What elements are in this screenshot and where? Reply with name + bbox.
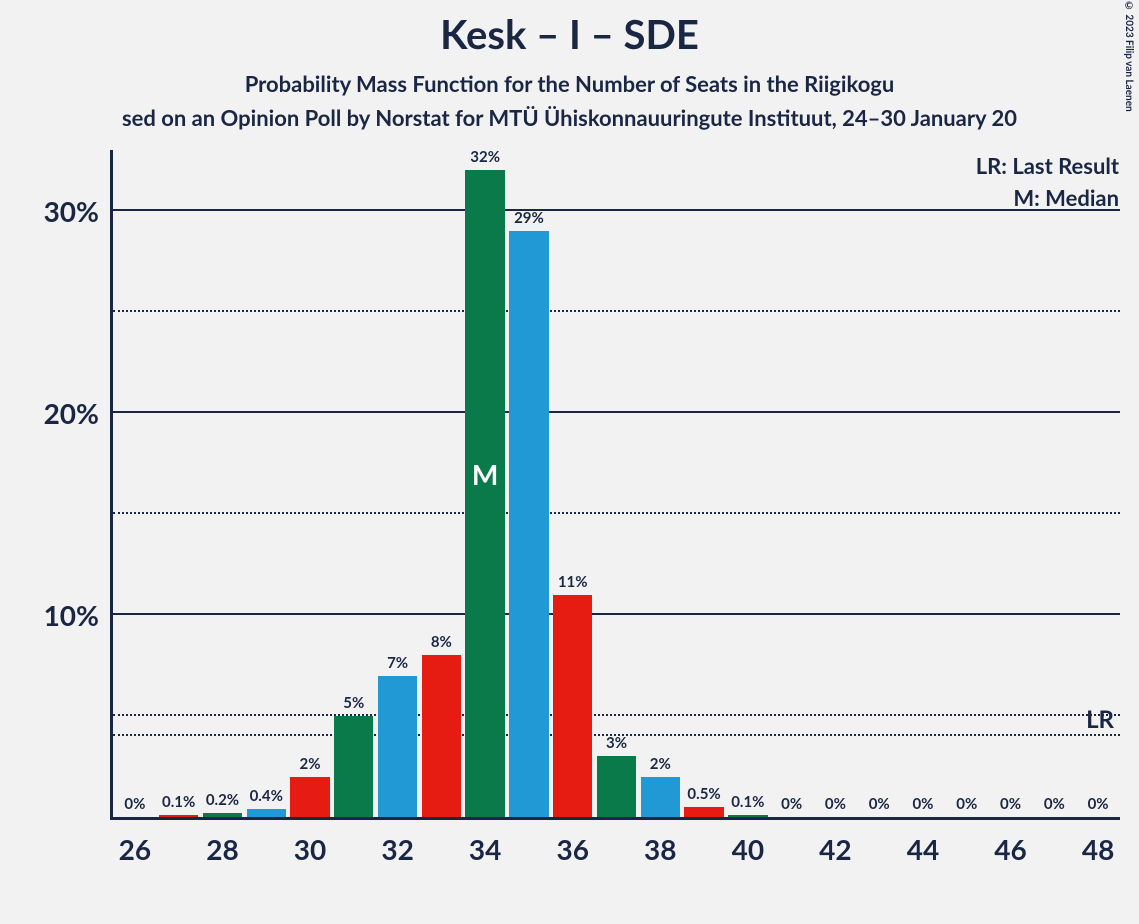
bar (509, 231, 548, 817)
x-axis-line (110, 817, 1120, 820)
bar (334, 716, 373, 817)
bar-value-label: 8% (431, 633, 452, 651)
chart-subtitle-1: Probability Mass Function for the Number… (0, 70, 1139, 97)
bar-value-label: 5% (343, 694, 364, 712)
bar-value-label: 0% (956, 795, 977, 813)
y-tick-label: 20% (44, 396, 99, 430)
x-tick-label: 48 (1082, 832, 1114, 866)
x-tick-label: 36 (556, 832, 588, 866)
bar-value-label: 0.1% (162, 793, 195, 811)
bar-value-label: 32% (470, 148, 500, 166)
bar (422, 655, 461, 817)
bar-value-label: 0% (1044, 795, 1065, 813)
bar-value-label: 0% (1088, 795, 1109, 813)
bar-value-label: 0% (825, 795, 846, 813)
bar-value-label: 11% (558, 573, 588, 591)
chart-container: © 2023 Filip van Laenen Kesk – I – SDE P… (0, 0, 1139, 924)
bar-value-label: 29% (514, 209, 544, 227)
x-tick-label: 30 (294, 832, 326, 866)
bar-value-label: 3% (606, 734, 627, 752)
bar-value-label: 2% (650, 755, 671, 773)
bar (247, 809, 286, 817)
x-tick-label: 38 (644, 832, 676, 866)
y-tick-label: 10% (44, 598, 99, 632)
bar (203, 813, 242, 817)
bar-value-label: 0% (124, 795, 145, 813)
bar (465, 170, 504, 817)
bar-value-label: 0.2% (206, 791, 239, 809)
bar-value-label: 0% (869, 795, 890, 813)
bar-value-label: 7% (387, 654, 408, 672)
x-tick-label: 26 (119, 832, 151, 866)
bar (553, 595, 592, 817)
bar-value-label: 0.1% (731, 793, 764, 811)
bar-value-label: 2% (300, 755, 321, 773)
x-tick-label: 40 (732, 832, 764, 866)
bar (290, 777, 329, 817)
x-tick-label: 28 (206, 832, 238, 866)
bar-value-label: 0% (912, 795, 933, 813)
bar-value-label: 0.4% (250, 787, 283, 805)
y-tick-label: 30% (44, 194, 99, 228)
bar (597, 756, 636, 817)
x-tick-label: 34 (469, 832, 501, 866)
bar (641, 777, 680, 817)
x-tick-label: 42 (819, 832, 851, 866)
x-tick-label: 32 (381, 832, 413, 866)
bar (728, 815, 767, 817)
bar (684, 807, 723, 817)
bar (378, 676, 417, 817)
plot-area: LR 0%0.1%0.2%0.4%2%5%7%8%32%M29%11%3%2%0… (110, 150, 1120, 820)
bar-value-label: 0% (781, 795, 802, 813)
bar-value-label: 0.5% (687, 785, 720, 803)
bar (159, 815, 198, 817)
chart-subtitle-2: sed on an Opinion Poll by Norstat for MT… (0, 104, 1139, 131)
chart-title: Kesk – I – SDE (0, 10, 1139, 58)
x-tick-label: 44 (907, 832, 939, 866)
median-marker: M (472, 457, 498, 491)
x-tick-label: 46 (994, 832, 1026, 866)
bars-group: 0% 0.1% 0.2% 0.4% 2% 5% 7% 8% 32% M 29% 11% 3% 2% 0.5%… (113, 150, 1120, 817)
bar-value-label: 0% (1000, 795, 1021, 813)
